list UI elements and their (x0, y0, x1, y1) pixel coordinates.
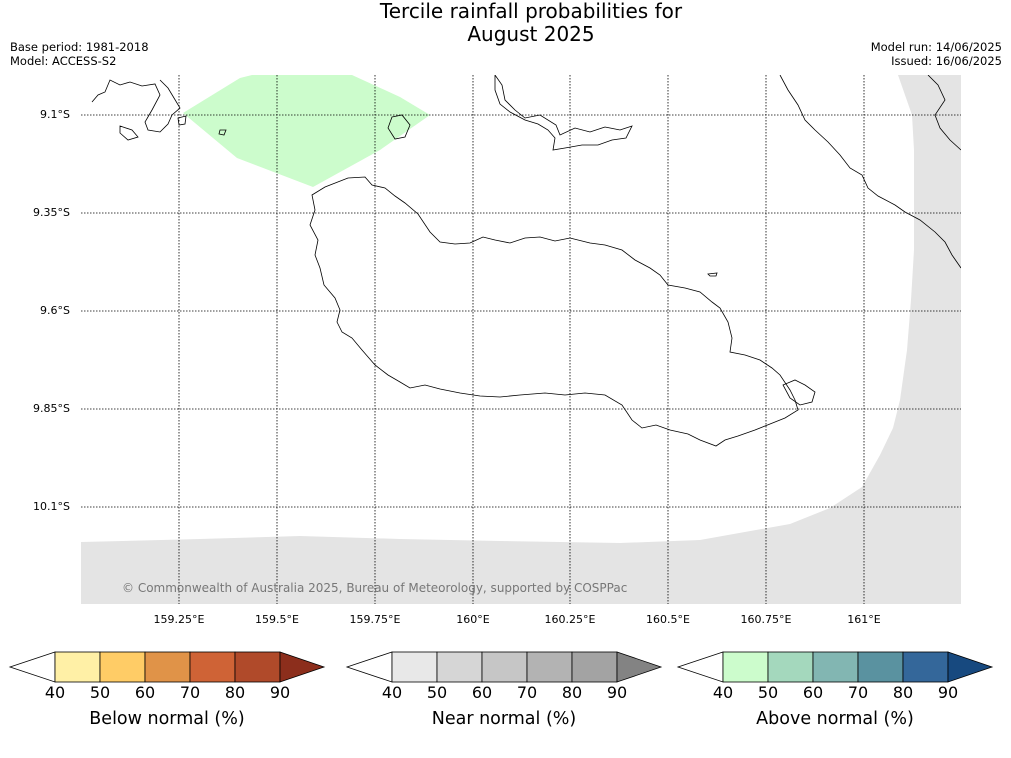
run-info: Model run: 14/06/2025 Issued: 16/06/2025 (871, 40, 1002, 68)
lon-label: 160°E (456, 613, 490, 626)
cb2-seg-6 (947, 651, 994, 683)
cb2-seg-2 (767, 651, 814, 683)
cb1-seg-2 (436, 651, 483, 683)
cb1-tick: 40 (381, 683, 403, 702)
cb2-seg-1 (722, 651, 769, 683)
cb0-title: Below normal (%) (89, 709, 245, 729)
title-line-1: Tercile rainfall probabilities for (379, 0, 683, 23)
marau-islets (782, 379, 816, 406)
tiny-islet (707, 272, 718, 277)
lat-label: 9.1°S (40, 108, 70, 121)
cb0-seg-3 (144, 651, 191, 683)
cb1-seg-6 (616, 651, 663, 683)
russell-islands-coastline (91, 79, 181, 133)
cb1-seg-4 (526, 651, 573, 683)
cb0-tick: 50 (89, 683, 111, 702)
cb0-tick: 40 (44, 683, 66, 702)
cb2-tick: 90 (937, 683, 959, 702)
lat-label: 9.35°S (33, 206, 70, 219)
cb1-seg-5 (571, 651, 618, 683)
cb0-tick: 70 (179, 683, 201, 702)
lon-label: 159.75°E (349, 613, 401, 626)
lon-label: 160.25°E (544, 613, 596, 626)
russell-islet-2 (218, 129, 227, 136)
lon-label: 160.75°E (740, 613, 792, 626)
above-normal-region (183, 75, 430, 187)
model-text: Model: ACCESS-S2 (10, 54, 117, 68)
title-line-2: August 2025 (467, 22, 595, 46)
colorbar-above-normal (676, 651, 994, 683)
russell-islet-3 (177, 115, 187, 126)
malaita-north-coastline (927, 75, 961, 151)
malaita-coastline (779, 75, 961, 269)
cb0-seg-5 (234, 651, 281, 683)
cb1-seg-3 (481, 651, 528, 683)
coastlines (91, 75, 961, 447)
florida-islands-coastline (494, 75, 633, 151)
cb1-seg-1 (391, 651, 438, 683)
cb2-seg-4 (857, 651, 904, 683)
lon-label: 161°E (847, 613, 881, 626)
lat-label: 9.6°S (40, 304, 70, 317)
russell-islet-1 (119, 125, 139, 141)
cb0-tick: 60 (134, 683, 156, 702)
cb2-title: Above normal (%) (756, 709, 914, 729)
near-normal-region (81, 75, 961, 604)
cb1-tick: 60 (471, 683, 493, 702)
cb2-tick: 60 (802, 683, 824, 702)
cb0-seg-1 (54, 651, 101, 683)
guadalcanal-coastline (309, 176, 799, 447)
lat-label: 9.85°S (33, 402, 70, 415)
base-period-text: Base period: 1981-2018 (10, 40, 149, 54)
map-frame (81, 75, 961, 604)
lat-label: 10.1°S (33, 500, 70, 513)
cb1-tick: 50 (426, 683, 448, 702)
model-info: Base period: 1981-2018 Model: ACCESS-S2 (10, 40, 149, 68)
cb1-tick: 70 (516, 683, 538, 702)
issued-text: Issued: 16/06/2025 (891, 54, 1002, 68)
cb1-title: Near normal (%) (431, 709, 577, 729)
cb1-tick: 80 (561, 683, 583, 702)
cb2-tick: 70 (847, 683, 869, 702)
cb0-seg-0 (8, 651, 56, 683)
lon-label: 160.5°E (646, 613, 690, 626)
cb1-seg-0 (345, 651, 393, 683)
colorbar-below-normal (8, 651, 326, 683)
cb0-seg-2 (99, 651, 146, 683)
cb0-tick: 80 (224, 683, 246, 702)
cb2-seg-3 (812, 651, 859, 683)
graticule (81, 75, 961, 604)
lon-label: 159.25°E (153, 613, 205, 626)
cb2-tick: 80 (892, 683, 914, 702)
cb2-seg-5 (902, 651, 949, 683)
cb0-seg-6 (279, 651, 326, 683)
colorbar-near-normal (345, 651, 663, 683)
map-title: Tercile rainfall probabilities for Augus… (0, 0, 1011, 46)
copyright-notice: © Commonwealth of Australia 2025, Bureau… (122, 581, 628, 595)
cb0-seg-4 (189, 651, 236, 683)
model-run-text: Model run: 14/06/2025 (870, 40, 1002, 54)
cb1-tick: 90 (606, 683, 628, 702)
cb2-tick: 40 (712, 683, 734, 702)
cb0-tick: 90 (269, 683, 291, 702)
lon-label: 159.5°E (255, 613, 299, 626)
cb2-tick: 50 (757, 683, 779, 702)
cb2-seg-0 (676, 651, 724, 683)
